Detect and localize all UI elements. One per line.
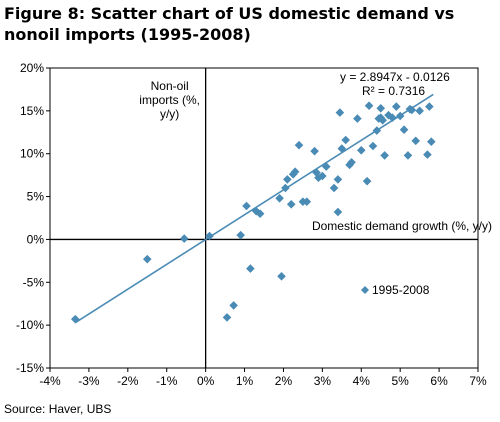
source-note: Source: Haver, UBS [4, 402, 112, 416]
data-point [364, 101, 374, 111]
y-tick-label: 10% [20, 147, 44, 161]
y-tick-label: -10% [16, 318, 44, 332]
data-point [341, 135, 351, 145]
data-point [246, 264, 255, 273]
data-point [310, 146, 319, 156]
x-tick-label: 6% [430, 374, 448, 388]
data-point [321, 162, 331, 171]
data-point [335, 108, 345, 117]
x-tick-label: -1% [156, 374, 178, 388]
legend-marker [361, 286, 369, 294]
data-point [372, 126, 382, 135]
data-point [255, 209, 265, 219]
data-point [427, 137, 436, 147]
axes [46, 67, 479, 372]
data-point [314, 173, 323, 183]
data-point [333, 207, 343, 217]
data-point [425, 102, 434, 111]
data-point [403, 151, 413, 160]
y-tick-label: 0% [27, 232, 45, 246]
data-point [229, 301, 238, 310]
data-point [286, 199, 296, 209]
data-point [356, 145, 366, 155]
x-tick-label: 4% [353, 374, 371, 388]
data-point [378, 115, 387, 125]
data-point [142, 254, 152, 264]
data-point [294, 140, 304, 150]
x-tick-label: -4% [39, 374, 61, 388]
y-tick-label: -15% [16, 361, 44, 375]
data-point [368, 141, 378, 151]
x-tick-label: -3% [78, 374, 100, 388]
data-point [318, 171, 327, 181]
data-point [388, 113, 397, 123]
data-point [391, 102, 401, 111]
data-point [275, 193, 284, 203]
trendline-equation: y = 2.8947x - 0.0126 [340, 70, 450, 84]
data-point [362, 176, 372, 186]
legend-label: 1995-2008 [372, 283, 430, 297]
y-tick-label: -5% [23, 275, 45, 289]
x-axis-label: Domestic demand growth (%, y/y) [312, 219, 492, 233]
data-points [70, 101, 436, 324]
data-point [288, 169, 298, 179]
y-tick-label: 20% [20, 61, 44, 75]
data-point [347, 157, 356, 167]
data-point [302, 197, 312, 207]
data-point [205, 231, 214, 241]
data-point [236, 230, 245, 240]
trendline-group [74, 93, 434, 324]
tick-labels: -15% -10% -5% 0% 5% 10% 15% 20% -4% -3% -2% -1% 0% 1%… [16, 61, 487, 388]
data-point [290, 167, 300, 177]
data-point [242, 201, 251, 211]
y-axis-label: Non-oil imports (%, y/y) [139, 79, 200, 121]
data-point [277, 271, 286, 281]
data-point [423, 150, 432, 159]
data-point [329, 183, 339, 193]
x-tick-label: 7% [469, 374, 487, 388]
data-point [353, 114, 362, 123]
data-point [415, 106, 424, 116]
data-point [376, 103, 386, 113]
x-tick-label: 3% [314, 374, 332, 388]
data-point [337, 144, 347, 153]
data-point [283, 175, 292, 184]
x-tick-label: -2% [117, 374, 139, 388]
trendline-r-squared: R² = 0.7316 [362, 84, 425, 98]
data-point [376, 113, 386, 123]
data-point [380, 151, 389, 160]
data-point [70, 314, 80, 324]
data-point [251, 206, 261, 216]
data-point [395, 111, 405, 121]
y-tick-label: 15% [20, 104, 44, 118]
plot-frame [49, 67, 479, 369]
data-point [179, 234, 189, 243]
figure-title: Figure 8: Scatter chart of US domestic d… [4, 4, 455, 44]
x-tick-label: 2% [275, 374, 293, 388]
trendline [74, 93, 434, 324]
data-point [312, 168, 321, 177]
data-point [407, 105, 417, 115]
data-point [399, 125, 409, 135]
x-tick-label: 1% [236, 374, 254, 388]
x-tick-label: 5% [392, 374, 410, 388]
x-tick-label: 0% [197, 374, 215, 388]
data-point [333, 175, 343, 184]
data-point [281, 183, 290, 193]
annotations: Non-oil imports (%, y/y) Domestic demand gr… [139, 70, 492, 297]
data-point [222, 313, 232, 322]
y-tick-label: 5% [27, 190, 45, 204]
data-point [411, 136, 421, 146]
